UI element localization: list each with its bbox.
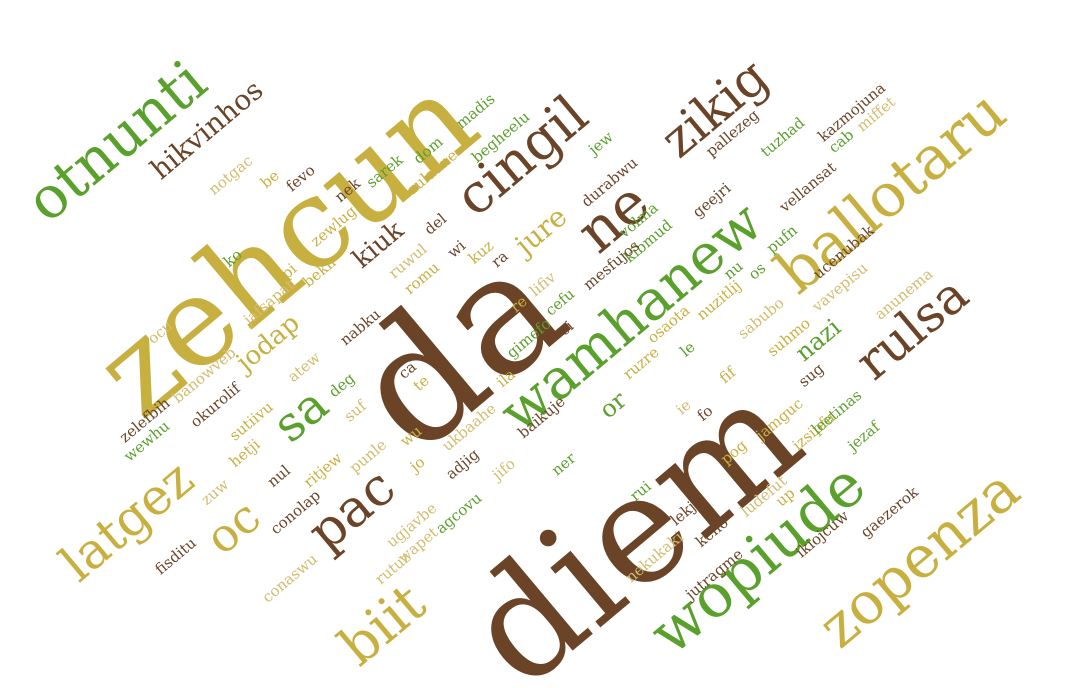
word-le: le [676,337,699,360]
word-sa: sa [261,376,339,454]
word-jifo: jifo [488,453,519,484]
word-tuzhad: tuzhad [756,113,809,161]
word-nul: nul [263,460,294,491]
word-os: os [744,258,769,283]
word-fisditu: fisditu [151,533,200,578]
word-hetji: hetji [225,434,264,471]
word-conaswu: conaswu [258,549,321,606]
word-jure: jure [508,199,573,262]
word-suf: suf [340,396,370,425]
word-biit: biit [326,571,437,678]
word-latgez: latgez [49,449,205,593]
word-agcovu: agcovu [432,488,486,537]
word-jezaf: jezaf [844,417,884,455]
word-or: or [594,385,632,425]
word-sug: sug [794,359,827,391]
